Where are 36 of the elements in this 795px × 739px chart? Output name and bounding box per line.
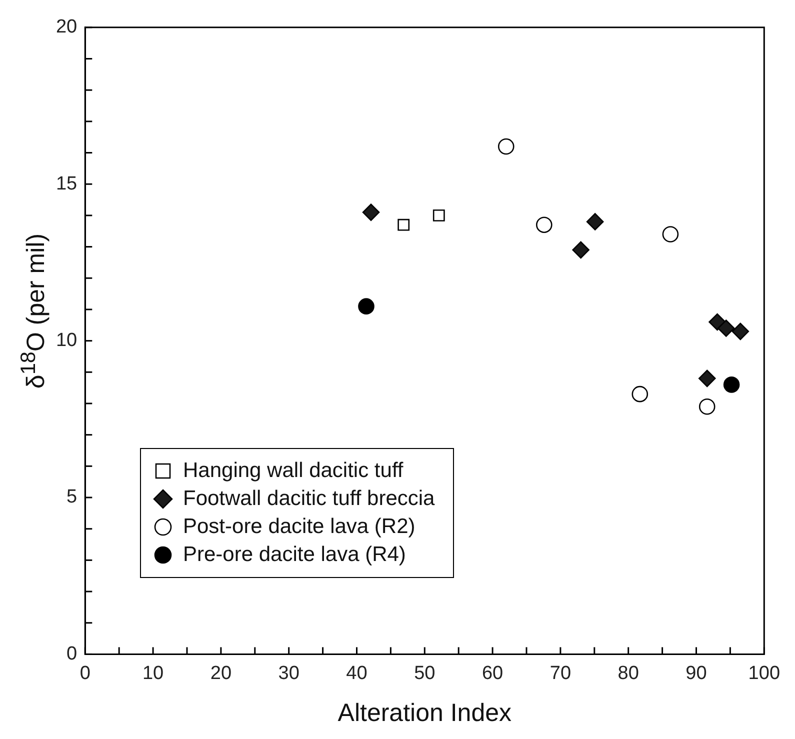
y-tick-label: 15 xyxy=(56,173,78,194)
point xyxy=(662,226,679,242)
point xyxy=(632,386,648,402)
y-tick-label: 10 xyxy=(56,330,78,352)
point xyxy=(586,213,604,230)
point xyxy=(536,216,552,233)
point xyxy=(398,218,410,231)
point xyxy=(717,320,735,337)
point xyxy=(358,298,374,314)
legend-label: Pre-ore dacite lava (R4) xyxy=(183,542,406,568)
x-tick-label: 80 xyxy=(618,662,639,684)
legend-label: Post-ore dacite lava (R2) xyxy=(183,514,416,540)
x-tick-label: 0 xyxy=(80,662,90,684)
x-tick-label: 10 xyxy=(142,662,164,684)
point xyxy=(698,398,716,415)
x-tick-label: 30 xyxy=(278,662,300,684)
point xyxy=(723,376,740,393)
point xyxy=(572,241,590,259)
x-tick-label: 20 xyxy=(210,662,232,684)
point xyxy=(732,322,750,340)
point xyxy=(432,209,445,222)
x-tick-label: 60 xyxy=(482,662,504,684)
legend-label: Hanging wall dacitic tuff xyxy=(183,458,404,484)
x-axis-title: Alteration Index xyxy=(338,698,512,727)
point xyxy=(362,204,380,221)
y-tick-label: 0 xyxy=(66,643,78,664)
point xyxy=(698,370,716,388)
x-tick-label: 90 xyxy=(686,662,707,684)
x-tick-label: 50 xyxy=(414,662,436,684)
x-tick-label: 100 xyxy=(748,662,780,684)
point xyxy=(498,138,514,155)
x-tick-label: 70 xyxy=(550,662,572,684)
x-tick-label: 40 xyxy=(346,662,368,684)
y-tick-label: 5 xyxy=(66,486,78,508)
legend-label: Footwall dacitic tuff breccia xyxy=(183,486,435,512)
y-tick-label: 20 xyxy=(56,16,78,38)
